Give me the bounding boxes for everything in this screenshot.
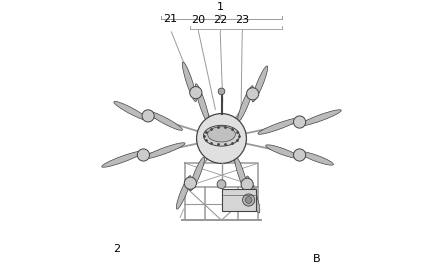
- Ellipse shape: [252, 66, 268, 102]
- Circle shape: [294, 149, 306, 161]
- Ellipse shape: [102, 151, 144, 167]
- Text: 21: 21: [163, 14, 177, 24]
- Ellipse shape: [148, 111, 183, 130]
- Circle shape: [184, 177, 196, 189]
- Text: 2: 2: [113, 244, 120, 254]
- Ellipse shape: [144, 143, 185, 159]
- Ellipse shape: [299, 110, 341, 126]
- Circle shape: [294, 116, 306, 128]
- Circle shape: [217, 180, 226, 189]
- Ellipse shape: [266, 145, 299, 158]
- Ellipse shape: [208, 127, 235, 142]
- Circle shape: [190, 87, 202, 99]
- Ellipse shape: [195, 84, 209, 123]
- Ellipse shape: [234, 156, 248, 193]
- Text: 22: 22: [213, 15, 227, 25]
- Ellipse shape: [203, 125, 240, 146]
- Text: 23: 23: [235, 15, 249, 25]
- Ellipse shape: [114, 101, 148, 120]
- Circle shape: [218, 88, 225, 95]
- Circle shape: [197, 114, 246, 163]
- Circle shape: [245, 197, 252, 203]
- Ellipse shape: [190, 157, 204, 191]
- Text: 20: 20: [191, 15, 205, 25]
- Ellipse shape: [299, 152, 334, 165]
- Circle shape: [247, 88, 259, 100]
- Ellipse shape: [176, 176, 191, 209]
- Circle shape: [142, 110, 154, 122]
- Text: 1: 1: [217, 2, 224, 12]
- Ellipse shape: [183, 62, 196, 102]
- FancyBboxPatch shape: [222, 189, 256, 211]
- Ellipse shape: [258, 118, 299, 134]
- Ellipse shape: [246, 176, 260, 213]
- Circle shape: [243, 194, 255, 206]
- Text: B: B: [313, 254, 321, 264]
- Circle shape: [137, 149, 149, 161]
- Circle shape: [241, 178, 253, 190]
- Ellipse shape: [237, 86, 253, 122]
